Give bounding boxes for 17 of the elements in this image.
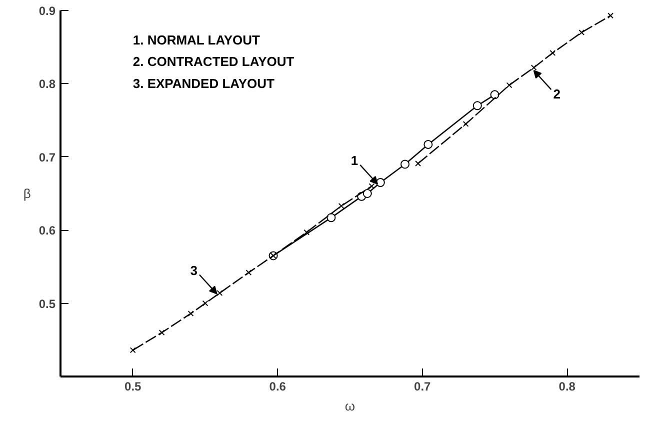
x-tick-label: 0.6 [269, 380, 286, 394]
x-axis-title: ω [344, 398, 356, 414]
y-tick-label: 0.8 [38, 77, 56, 92]
annotation: 1 [350, 152, 358, 168]
y-tick-label: 0.5 [38, 296, 56, 311]
x-tick-label: 0.5 [124, 380, 142, 394]
annotation: 3. EXPANDED LAYOUT [132, 76, 275, 92]
annotation: 1. NORMAL LAYOUT [132, 32, 260, 48]
annotation: 2 [553, 86, 560, 102]
y-tick-label: 0.7 [38, 150, 56, 164]
x-tick-label: 0.7 [414, 380, 432, 394]
y-axis-title: β [23, 186, 31, 201]
annotation: 3 [190, 262, 198, 278]
annotation: 2. CONTRACTED LAYOUT [132, 54, 294, 70]
y-tick-label: 0.9 [38, 4, 56, 18]
y-tick-label: 0.6 [38, 224, 56, 238]
x-tick-label: 0.8 [558, 380, 576, 394]
